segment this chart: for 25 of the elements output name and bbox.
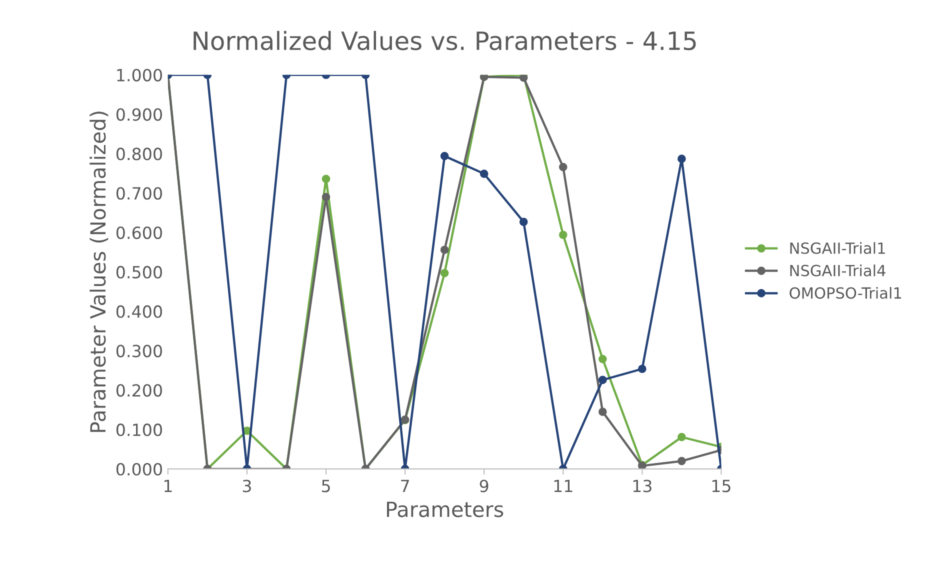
x-tick-label: 11: [554, 480, 572, 492]
y-tick-label: 0.700: [116, 187, 162, 200]
y-tick-label: 0.800: [116, 148, 162, 160]
legend-label: OMOPSO-Trial1: [790, 286, 902, 299]
legend-label: NSGAII-Trial4: [790, 264, 886, 276]
y-axis-title: Parameter Values (Normalized): [90, 112, 108, 432]
x-tick-label: 7: [401, 480, 409, 492]
y-tick-label: 0.200: [116, 384, 162, 397]
legend-label: NSGAII-Trial1: [790, 242, 885, 254]
x-tick-label: 13: [633, 480, 652, 492]
x-axis-title: Parameters: [387, 502, 504, 518]
y-tick-label: 0.900: [116, 108, 162, 121]
y-tick-label: 1.000: [117, 68, 162, 82]
y-tick-label: 0.100: [116, 424, 162, 436]
y-tick-label: 0.500: [116, 266, 162, 278]
x-tick-label: 15: [712, 480, 730, 492]
y-tick-label: 0.400: [116, 305, 162, 318]
y-tick-label: 0.300: [116, 344, 162, 358]
y-tick-label: 0.600: [116, 226, 162, 240]
x-tick-label: 3: [242, 480, 251, 492]
chart-title: Normalized Values vs. Parameters - 4.15: [194, 30, 696, 50]
y-tick-label: 0.000: [116, 462, 162, 476]
x-tick-label: 1: [164, 480, 172, 492]
x-tick-label: 5: [322, 480, 330, 492]
x-tick-label: 9: [480, 480, 488, 492]
